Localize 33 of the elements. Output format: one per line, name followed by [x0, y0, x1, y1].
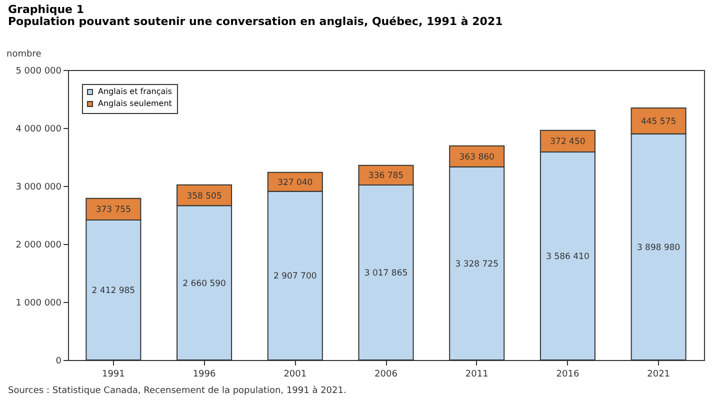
data-label: 2 907 700 [274, 272, 317, 282]
data-label: 2 660 590 [182, 278, 226, 289]
legend-label: Anglais seulement [98, 99, 172, 108]
data-label: 372 450 [550, 137, 586, 148]
chart-subtitle: Population pouvant soutenir une conversation en anglais, Québec, 1991 à 2021 [8, 15, 503, 28]
data-label: 363 860 [459, 152, 494, 162]
data-label: 2 412 985 [92, 286, 136, 296]
data-label: 445 575 [640, 116, 676, 127]
x-tick-label: 1991 [102, 370, 125, 380]
data-label: 336 785 [368, 171, 404, 182]
x-tick-label: 2001 [284, 370, 307, 380]
data-label: 373 755 [96, 205, 132, 216]
y-tick-label: 0 [56, 356, 62, 366]
data-label: 3 586 410 [546, 252, 590, 262]
x-tick-label: 2006 [374, 370, 398, 380]
x-tick-label: 2016 [556, 370, 580, 380]
legend-label: Anglais et français [98, 87, 172, 96]
y-tick-label: 4 000 000 [16, 124, 62, 134]
data-label: 3 328 725 [455, 259, 498, 270]
x-tick-label: 2021 [647, 370, 670, 380]
data-label: 327 040 [278, 178, 313, 188]
data-label: 358 505 [186, 191, 222, 202]
x-tick-label: 2011 [465, 370, 488, 380]
y-tick-label: 5 000 000 [16, 66, 62, 76]
y-axis-title: nombre [6, 50, 42, 60]
y-tick-label: 3 000 000 [16, 182, 62, 192]
x-tick-label: 1996 [192, 370, 216, 380]
data-label: 3 017 865 [364, 268, 408, 278]
y-tick-label: 1 000 000 [16, 298, 62, 308]
chart-title: Graphique 1 [8, 3, 84, 16]
y-tick-label: 2 000 000 [16, 240, 62, 250]
source-note: Sources : Statistique Canada, Recensement de la population, 1991 à 2021. [8, 386, 348, 396]
data-label: 3 898 980 [636, 242, 680, 253]
